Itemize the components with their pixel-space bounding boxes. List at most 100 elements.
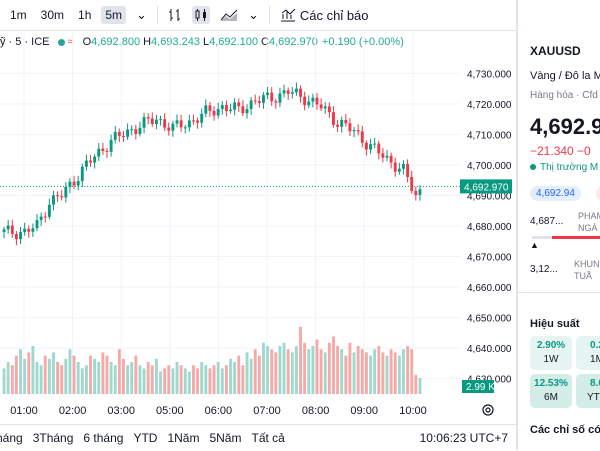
candle-body [348,123,352,132]
panel-symbol[interactable]: XAUUSD [530,44,581,58]
panel-divider[interactable] [516,0,518,450]
candle-body [233,102,237,110]
volume-bar [113,365,117,394]
volume-bar [385,355,389,394]
candle-body [229,109,232,112]
timeframe-5m[interactable]: 5m [101,6,127,24]
candle-body [393,162,397,172]
candle-body [410,176,414,191]
perf-6m[interactable]: 12.53% 6M [530,374,572,408]
volume-bar [117,349,121,394]
candle-body [418,189,422,195]
range-ytd[interactable]: YTD [133,431,158,445]
candle-body [35,220,39,229]
volume-bar [122,358,125,394]
indicators-section-title: Các chỉ số có [530,424,600,436]
volume-bar [23,358,27,394]
perf-ytd-label: YTD [587,392,600,403]
volume-bar [262,342,265,394]
range-all[interactable]: Tất cả [251,431,285,445]
candle-body [208,105,212,111]
candle-body [93,156,97,163]
candle-body [385,155,389,158]
range-1y[interactable]: 1Năm [167,431,200,445]
range-3m[interactable]: 3Tháng [32,431,74,445]
legend-low-key: L [202,36,210,48]
candle-body [109,139,113,152]
candle-body [262,95,265,103]
candle-body [167,127,171,131]
panel-symbol-type: Hàng hóa · Cfd [530,90,598,101]
indicators-button[interactable]: Các chỉ báo [280,8,369,23]
candle-chart-type-icon[interactable] [191,6,210,24]
panel-separator [518,292,600,293]
candle-body [307,101,311,106]
volume-bar [47,358,51,394]
volume-bar [278,346,282,394]
day-range-low: 4,687... [530,216,564,227]
perf-1m[interactable]: 0.21M [576,336,600,370]
candle-body [113,131,117,140]
price-chart[interactable]: 4,730.000 4,720.000 4,710.000 4,700.000 4,69… [0,30,516,424]
volume-bar [237,355,241,394]
volume-bar [348,342,352,394]
volume-badge: 2.99 K [462,380,495,393]
candle-body [179,120,183,128]
chart-type-chevron-down-icon[interactable]: ⌄ [247,7,259,22]
time-axis[interactable]: 01:00 02:00 03:00 05:00 06:00 07:00 08:00 09:00… [10,405,427,417]
volume-bar [410,349,414,394]
perf-ytd[interactable]: 8.6 YTD [576,374,600,408]
candle-body [183,127,187,129]
timeframe-1m[interactable]: 1m [10,8,27,22]
candle-body [373,143,377,145]
svg-text:4,692.970: 4,692.970 [464,182,509,193]
timeframe-chevron-down-icon[interactable]: ⌄ [136,7,147,22]
area-chart-type-icon[interactable] [220,8,238,22]
volume-bar [356,346,360,394]
clock[interactable]: 10:06:23 UTC+7 [419,431,508,445]
volume-bar [187,371,191,394]
timeframe-30m[interactable]: 30m [40,8,65,22]
candle-body [406,163,410,177]
candle-body [323,106,327,109]
volume-bar [266,346,270,394]
indicators-label: Các chỉ báo [299,7,369,23]
legend-high-key: H [143,36,152,48]
volume-bar [224,365,228,394]
candle-body [138,127,142,134]
perf-6m-value: 12.53% [534,378,568,389]
timeframe-1h[interactable]: 1h [78,8,92,22]
candle-body [241,106,245,114]
volume-bar [39,365,43,394]
volume-bar [89,355,92,394]
candle-body [72,181,76,186]
chart-grid [0,30,460,394]
toolbar-divider [268,6,270,24]
candle-body [134,129,138,134]
settings-gear-icon[interactable] [482,404,494,416]
volume-bar [196,368,200,394]
price-tick-label: 4,680.000 [467,222,512,233]
candle-body [130,129,134,131]
bar-chart-type-icon[interactable] [168,8,182,22]
candle-body [159,119,162,121]
volume-bars [2,326,422,394]
volume-bar [397,355,401,394]
volume-bar [10,365,14,394]
price-tick-label: 4,710.000 [467,130,512,141]
time-tick-label: 05:00 [156,405,184,417]
range-5y[interactable]: 5Năm [209,431,242,445]
volume-bar [208,368,212,394]
range-1m[interactable]: háng [0,431,23,445]
volume-bar [138,365,142,394]
range-6m[interactable]: 6 tháng [83,431,124,445]
candle-body [212,110,216,116]
panel-bid-pill: 4,692.94 [530,186,581,201]
volume-bar [171,368,175,394]
candle-body [286,90,290,94]
price-axis[interactable]: 4,730.000 4,720.000 4,710.000 4,700.000 4,69… [467,69,512,385]
volume-bar [290,352,294,394]
perf-1w[interactable]: 2.90% 1W [530,336,572,370]
legend-close-value: 4,692.970 [268,36,318,48]
price-tick-label: 4,640.000 [467,344,512,355]
